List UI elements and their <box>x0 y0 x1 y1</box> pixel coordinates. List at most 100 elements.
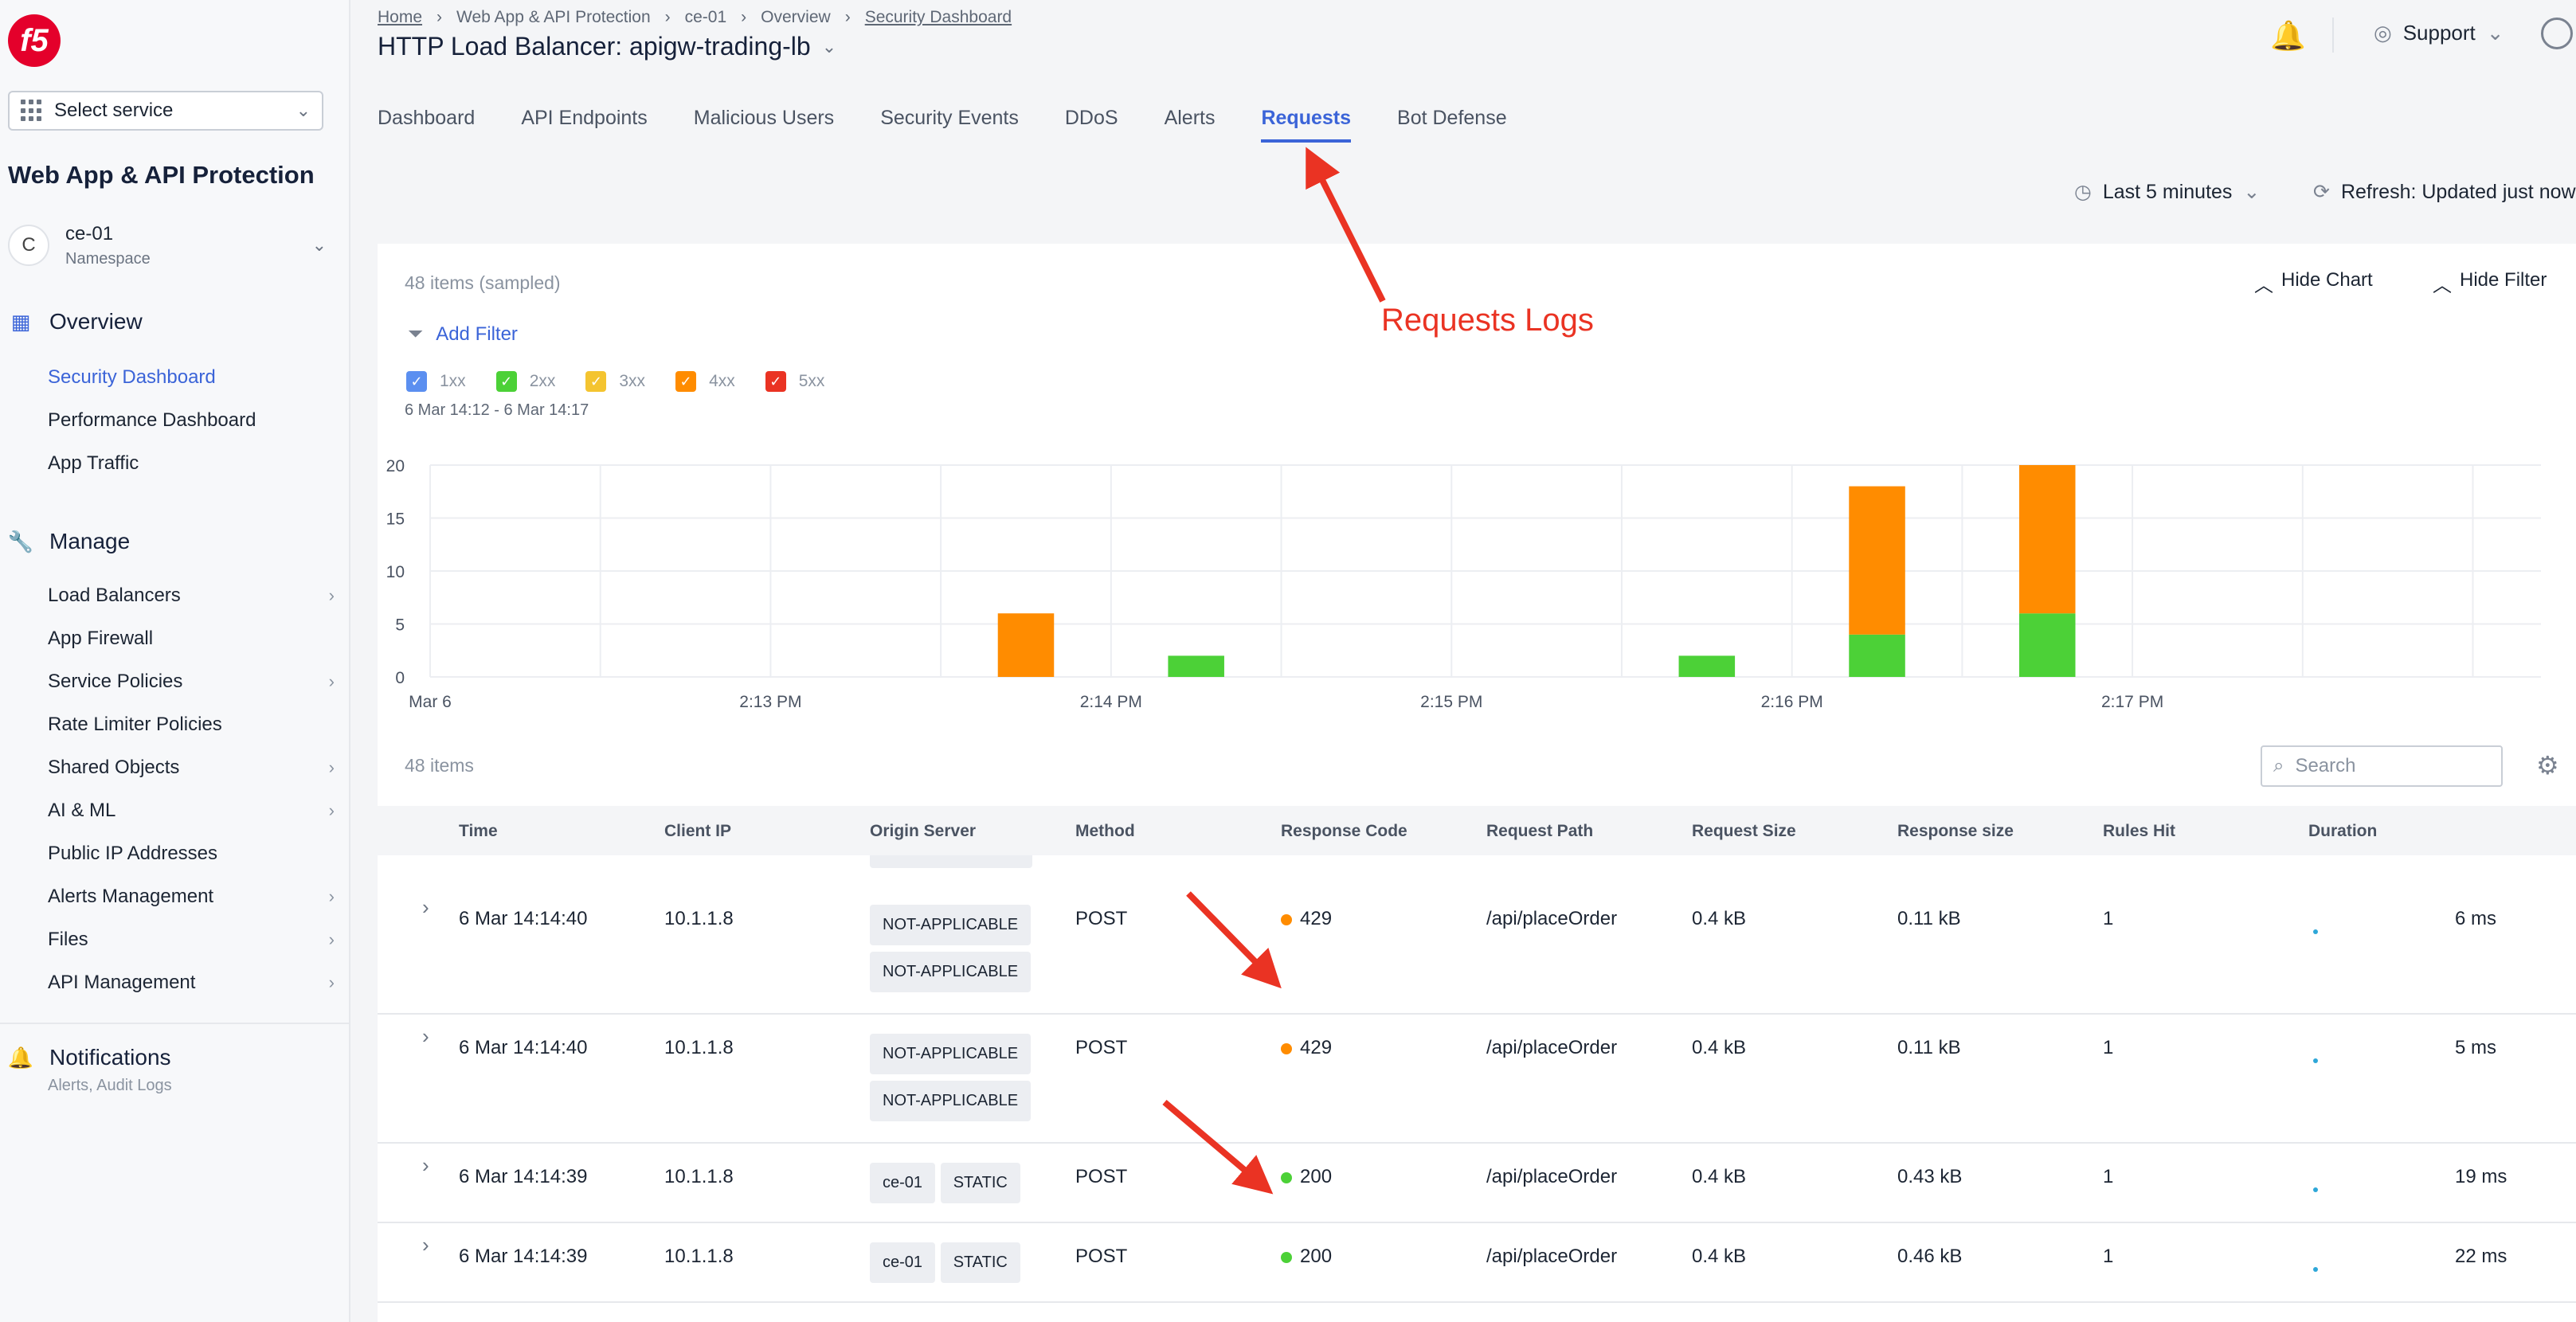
sidebar-item-api-management[interactable]: API Management › <box>48 972 335 994</box>
bar-2xx <box>1849 634 1905 677</box>
checkbox-checked-icon[interactable]: ✓ <box>585 371 607 392</box>
hide-chart-button[interactable]: ︿ Hide Chart <box>2254 269 2373 297</box>
tab-dashboard[interactable]: Dashboard <box>378 107 476 129</box>
column-time[interactable]: Time <box>459 822 498 840</box>
origin-tag-partial <box>870 855 1032 868</box>
column-duration[interactable]: Duration <box>2308 822 2378 840</box>
column-response-size[interactable]: Response size <box>1897 822 2014 840</box>
sidebar-item-files[interactable]: Files › <box>48 929 335 951</box>
notifications-label: Notifications <box>49 1045 171 1070</box>
legend-2xx[interactable]: ✓ 2xx <box>495 371 555 392</box>
table-row[interactable]: › 6 Mar 14:14:40 10.1.1.8 NOT-APPLICABLE… <box>378 1015 2576 1144</box>
table-row[interactable]: › 6 Mar 14:14:40 10.1.1.8 NOT-APPLICABLE… <box>378 886 2576 1015</box>
filter-funnel-icon: ⏷ <box>408 323 424 345</box>
sidebar-item-alerts-management[interactable]: Alerts Management › <box>48 886 335 908</box>
chevron-down-icon: ⌄ <box>2243 181 2261 203</box>
legend-label: 3xx <box>619 372 646 390</box>
origin-tag: NOT-APPLICABLE <box>870 1081 1032 1121</box>
hide-filter-button[interactable]: ︿ Hide Filter <box>2433 269 2547 297</box>
checkbox-checked-icon[interactable]: ✓ <box>765 371 786 392</box>
tab-ddos[interactable]: DDoS <box>1064 107 1118 129</box>
notifications-section-header[interactable]: 🔔 Notifications <box>7 1045 171 1070</box>
sidebar-item-app-firewall[interactable]: App Firewall <box>48 628 335 650</box>
f5-logo[interactable]: f5 <box>8 14 61 67</box>
notifications-bell-icon[interactable]: 🔔 <box>2270 19 2306 52</box>
column-client-ip[interactable]: Client IP <box>664 822 732 840</box>
legend-5xx[interactable]: ✓ 5xx <box>765 371 824 392</box>
manage-section-header[interactable]: 🔧 Manage <box>8 529 130 554</box>
x-tick-label: 2:14 PM <box>1080 693 1142 711</box>
column-request-path[interactable]: Request Path <box>1486 822 1594 840</box>
gear-icon[interactable]: ⚙ <box>2536 751 2559 780</box>
expand-row-icon[interactable]: › <box>422 1024 429 1048</box>
tab-requests[interactable]: Requests <box>1261 107 1352 143</box>
breadcrumb-namespace[interactable]: ce-01 <box>684 8 727 26</box>
user-avatar-icon[interactable] <box>2541 18 2573 49</box>
tab-bot-defense[interactable]: Bot Defense <box>1397 107 1507 129</box>
tab-malicious-users[interactable]: Malicious Users <box>693 107 835 129</box>
search-input[interactable]: ⌕ Search <box>2261 745 2503 787</box>
sidebar-item-service-policies[interactable]: Service Policies › <box>48 671 335 693</box>
overview-label: Overview <box>49 309 143 334</box>
sidebar-item-ai-ml[interactable]: AI & ML › <box>48 800 335 822</box>
column-origin-server[interactable]: Origin Server <box>870 822 977 840</box>
namespace-label: Namespace <box>65 249 151 268</box>
breadcrumb-app[interactable]: Web App & API Protection <box>456 8 651 26</box>
sidebar-item-label: Performance Dashboard <box>48 409 256 431</box>
sidebar-item-performance-dashboard[interactable]: Performance Dashboard <box>48 409 335 432</box>
bar-2xx <box>1678 655 1736 677</box>
page-title[interactable]: HTTP Load Balancer: apigw-trading-lb ⌄ <box>378 32 836 61</box>
table-row[interactable]: › 6 Mar 14:14:39 10.1.1.8 ce-01 STATIC P… <box>378 1223 2576 1303</box>
sidebar-item-label: Shared Objects <box>48 757 180 778</box>
breadcrumb-overview[interactable]: Overview <box>761 8 831 26</box>
chevron-right-icon: › <box>328 800 335 820</box>
bar-2xx <box>2018 613 2076 677</box>
response-code: 200 <box>1300 1246 1333 1267</box>
support-menu[interactable]: ◎ Support ⌄ <box>2374 21 2504 45</box>
refresh-icon: ⟳ <box>2313 181 2330 203</box>
expand-row-icon[interactable]: › <box>422 1153 429 1177</box>
sidebar-item-label: Rate Limiter Policies <box>48 714 222 735</box>
column-method[interactable]: Method <box>1075 822 1135 840</box>
apps-grid-icon <box>21 100 43 122</box>
sidebar-item-security-dashboard[interactable]: Security Dashboard <box>48 366 335 389</box>
cell-time: 6 Mar 14:14:39 <box>459 1166 588 1187</box>
origin-tag: ce-01 <box>870 1242 936 1283</box>
sidebar-item-load-balancers[interactable]: Load Balancers › <box>48 585 335 607</box>
add-filter-button[interactable]: ⏷ Add Filter <box>408 323 518 346</box>
select-service-dropdown[interactable]: Select service ⌄ <box>8 91 323 131</box>
tab-api-endpoints[interactable]: API Endpoints <box>521 107 648 129</box>
checkbox-checked-icon[interactable]: ✓ <box>406 371 427 392</box>
expand-row-icon[interactable]: › <box>422 1233 429 1257</box>
breadcrumb-security-dashboard[interactable]: Security Dashboard <box>864 8 1012 26</box>
status-dot <box>1281 1171 1292 1183</box>
sidebar-item-rate-limiter-policies[interactable]: Rate Limiter Policies <box>48 714 335 736</box>
column-request-size[interactable]: Request Size <box>1692 822 1796 840</box>
sidebar-item-shared-objects[interactable]: Shared Objects › <box>48 757 335 779</box>
legend-1xx[interactable]: ✓ 1xx <box>406 371 466 392</box>
cell-response-code: 200 <box>1281 1246 1332 1268</box>
sidebar-item-label: Load Balancers <box>48 585 181 606</box>
sidebar-item-public-ip-addresses[interactable]: Public IP Addresses <box>48 843 335 865</box>
tab-alerts[interactable]: Alerts <box>1164 107 1216 129</box>
overview-section-header[interactable]: ▦ Overview <box>10 309 143 334</box>
checkbox-checked-icon[interactable]: ✓ <box>675 371 697 392</box>
annotation-label: Requests Logs <box>1381 303 1594 338</box>
chevron-down-icon: ⌄ <box>311 235 327 255</box>
cell-request-size: 0.4 kB <box>1692 1166 1747 1187</box>
cell-request-size: 0.4 kB <box>1692 1246 1747 1267</box>
column-rules-hit[interactable]: Rules Hit <box>2103 822 2176 840</box>
refresh-button[interactable]: ⟳ Refresh: Updated just now <box>2313 180 2576 204</box>
breadcrumb-home[interactable]: Home <box>378 8 423 26</box>
namespace-selector[interactable]: C ce-01 Namespace ⌄ <box>8 213 335 277</box>
expand-row-icon[interactable]: › <box>422 895 429 919</box>
sidebar-item-app-traffic[interactable]: App Traffic <box>48 452 335 475</box>
checkbox-checked-icon[interactable]: ✓ <box>495 371 517 392</box>
legend-4xx[interactable]: ✓ 4xx <box>675 371 735 392</box>
tab-security-events[interactable]: Security Events <box>880 107 1019 129</box>
table-row[interactable]: › 6 Mar 14:14:39 10.1.1.8 ce-01 STATIC P… <box>378 1144 2576 1223</box>
column-response-code[interactable]: Response Code <box>1281 822 1407 840</box>
legend-3xx[interactable]: ✓ 3xx <box>585 371 645 392</box>
bell-icon: 🔔 <box>7 1045 34 1070</box>
time-range-selector[interactable]: ◷ Last 5 minutes ⌄ <box>2074 180 2260 204</box>
